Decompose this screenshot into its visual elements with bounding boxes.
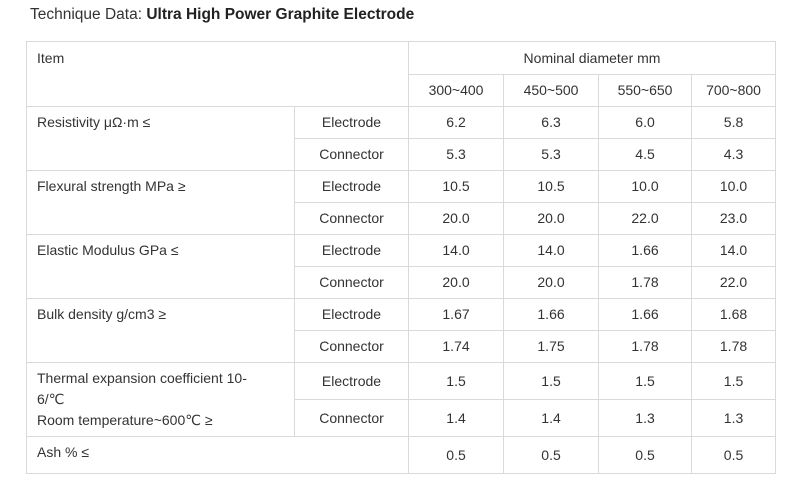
- value-cell: 1.75: [503, 330, 600, 363]
- table-row: Flexural strength MPa ≥ Electrode 10.5 1…: [26, 170, 777, 235]
- table-row: Elastic Modulus GPa ≤ Electrode 14.0 14.…: [26, 234, 777, 299]
- part-cell: Connector: [293, 202, 410, 235]
- table-row: Thermal expansion coefficient 10- 6/℃ Room…: [26, 362, 777, 437]
- value-cell: 1.67: [408, 298, 505, 331]
- property-label: Ash % ≤: [25, 436, 410, 474]
- value-cell: 4.3: [691, 138, 777, 171]
- value-cell: 1.5: [598, 362, 693, 400]
- label-line: 6/℃: [37, 391, 65, 407]
- table-row: Resistivity μΩ·m ≤ Electrode 6.2 6.3 6.0…: [26, 106, 777, 171]
- value-cell: 20.0: [503, 266, 600, 299]
- table-row: Connector 5.3 5.3 4.5 4.3: [27, 138, 777, 171]
- value-cell: 10.5: [408, 170, 505, 203]
- value-cell: 14.0: [503, 234, 600, 267]
- heading-title: Ultra High Power Graphite Electrode: [146, 6, 415, 23]
- column-header: 700~800: [691, 74, 777, 107]
- value-cell: 14.0: [691, 234, 777, 267]
- part-cell: Connector: [293, 138, 410, 171]
- header-row: Item Nominal diameter mm: [25, 41, 777, 107]
- table-row: Ash % ≤ 0.5 0.5 0.5 0.5: [25, 436, 777, 474]
- heading-prefix: Technique Data:: [30, 6, 147, 23]
- label-line: Room temperature~600℃ ≥: [37, 412, 213, 428]
- value-cell: 1.5: [408, 362, 505, 400]
- value-cell: 20.0: [408, 202, 505, 235]
- value-cell: 10.0: [598, 170, 693, 203]
- value-cell: 6.3: [503, 106, 600, 139]
- value-cell: 23.0: [691, 202, 777, 235]
- value-cell: 1.4: [408, 399, 505, 437]
- value-cell: 1.3: [691, 399, 777, 437]
- value-cell: 1.78: [598, 266, 693, 299]
- value-cell: 1.3: [598, 399, 693, 437]
- item-header: Item: [25, 41, 410, 107]
- value-cell: 10.5: [503, 170, 600, 203]
- part-cell: Electrode: [293, 362, 410, 400]
- technique-data-table: Item Nominal diameter mm 300~400 450~500…: [25, 41, 777, 474]
- value-cell: 5.3: [503, 138, 600, 171]
- part-cell: Electrode: [293, 298, 410, 331]
- value-cell: 1.78: [691, 330, 777, 363]
- part-cell: Connector: [293, 399, 410, 437]
- value-cell: 1.68: [691, 298, 777, 331]
- property-label: Flexural strength MPa ≥: [26, 170, 295, 235]
- value-cell: 22.0: [691, 266, 777, 299]
- value-cell: 0.5: [598, 436, 693, 474]
- value-cell: 1.66: [598, 298, 693, 331]
- table-row: Connector 1.74 1.75 1.78 1.78: [27, 330, 777, 363]
- part-cell: Electrode: [293, 106, 410, 139]
- value-cell: 1.4: [503, 399, 600, 437]
- value-cell: 10.0: [691, 170, 777, 203]
- column-header: 300~400: [408, 74, 505, 107]
- table-row: Bulk density g/cm3 ≥ Electrode 1.67 1.66…: [26, 298, 777, 363]
- property-label: Elastic Modulus GPa ≤: [26, 234, 295, 299]
- nominal-diameter-header: Nominal diameter mm: [408, 41, 777, 75]
- value-cell: 1.74: [408, 330, 505, 363]
- column-header: 450~500: [503, 74, 600, 107]
- diameter-columns-row: 300~400 450~500 550~650 700~800: [27, 74, 777, 107]
- value-cell: 4.5: [598, 138, 693, 171]
- value-cell: 1.66: [598, 234, 693, 267]
- value-cell: 5.8: [691, 106, 777, 139]
- value-cell: 20.0: [408, 266, 505, 299]
- part-cell: Electrode: [293, 170, 410, 203]
- value-cell: 0.5: [691, 436, 777, 474]
- page-heading: Technique Data: Ultra High Power Graphit…: [30, 5, 414, 25]
- value-cell: 22.0: [598, 202, 693, 235]
- value-cell: 20.0: [503, 202, 600, 235]
- part-cell: Connector: [293, 330, 410, 363]
- value-cell: 5.3: [408, 138, 505, 171]
- part-cell: Electrode: [293, 234, 410, 267]
- label-line: Thermal expansion coefficient 10-: [37, 370, 247, 386]
- value-cell: 1.78: [598, 330, 693, 363]
- value-cell: 1.66: [503, 298, 600, 331]
- property-label: Bulk density g/cm3 ≥: [26, 298, 295, 363]
- table-row: Connector 20.0 20.0 1.78 22.0: [27, 266, 777, 299]
- value-cell: 14.0: [408, 234, 505, 267]
- column-header: 550~650: [598, 74, 693, 107]
- value-cell: 0.5: [408, 436, 505, 474]
- part-cell: Connector: [293, 266, 410, 299]
- value-cell: 6.2: [408, 106, 505, 139]
- value-cell: 1.5: [691, 362, 777, 400]
- table-row: Connector 20.0 20.0 22.0 23.0: [27, 202, 777, 235]
- value-cell: 0.5: [503, 436, 600, 474]
- table-row: Connector 1.4 1.4 1.3 1.3: [27, 399, 777, 437]
- property-label: Thermal expansion coefficient 10- 6/℃ Room…: [26, 362, 295, 437]
- value-cell: 1.5: [503, 362, 600, 400]
- value-cell: 6.0: [598, 106, 693, 139]
- property-label: Resistivity μΩ·m ≤: [26, 106, 295, 171]
